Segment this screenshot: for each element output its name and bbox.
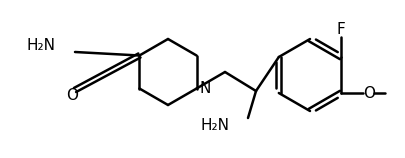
Text: F: F	[337, 22, 345, 37]
Text: O: O	[363, 85, 375, 100]
Text: O: O	[66, 88, 78, 103]
Text: H₂N: H₂N	[201, 118, 230, 134]
Text: N: N	[200, 81, 211, 96]
Text: H₂N: H₂N	[26, 37, 55, 52]
